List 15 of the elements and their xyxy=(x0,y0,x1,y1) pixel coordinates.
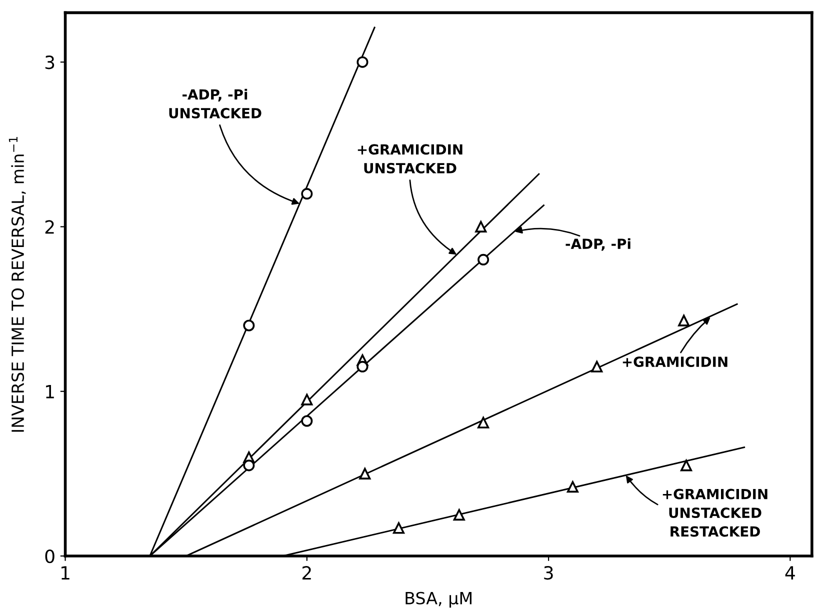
x-axis-title: BSA, µM xyxy=(406,592,472,608)
annotation: +GRAMICIDIN xyxy=(622,356,728,368)
annotation: -ADP, -Pi xyxy=(566,238,630,251)
annotation: -ADP, -Pi UNSTACKED xyxy=(169,88,262,118)
x-tick-label: 3 xyxy=(544,566,553,580)
y-tick-label: 0 xyxy=(45,549,54,564)
y-axis-title: INVERSE TIME TO REVERSAL, min$^{−1}$ xyxy=(8,136,26,432)
x-tick-label: 1 xyxy=(62,566,70,580)
annotation: +GRAMICIDIN UNSTACKED RESTACKED xyxy=(662,488,768,537)
x-tick-label: 2 xyxy=(302,566,311,580)
y-tick-label: 2 xyxy=(45,220,54,234)
x-tick-label: 4 xyxy=(785,566,795,580)
y-tick-label: 3 xyxy=(45,56,54,70)
annotation: +GRAMICIDIN UNSTACKED xyxy=(358,144,462,174)
y-tick-label: 1 xyxy=(46,385,54,398)
